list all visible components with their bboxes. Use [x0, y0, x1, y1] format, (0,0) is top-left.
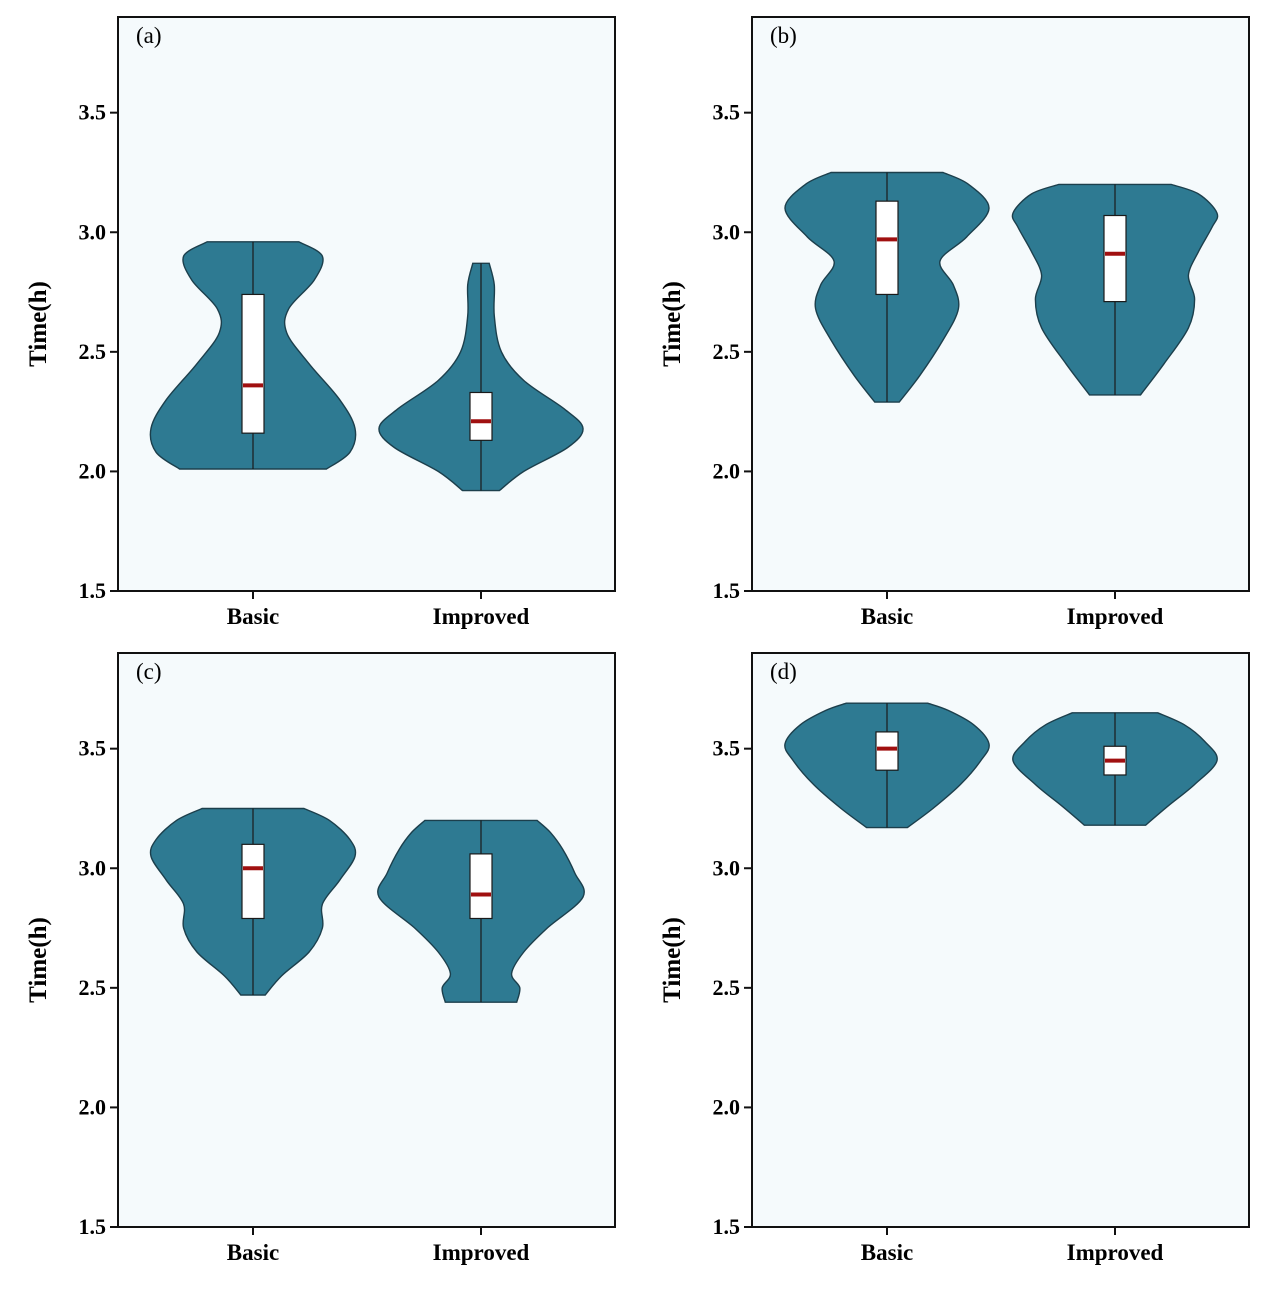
- panel-label: (d): [770, 659, 797, 684]
- iqr-box-improved: [1103, 214, 1127, 303]
- y-tick-label: 1.5: [79, 1214, 107, 1239]
- y-tick-label: 2.5: [79, 339, 107, 364]
- y-tick-label: 1.5: [79, 578, 107, 603]
- y-tick-label: 3.5: [79, 736, 107, 761]
- y-tick-label: 3.0: [79, 855, 107, 880]
- panel-b: 1.5 2.0 2.5 3.0 3.5 Basic Improved Time(h) (b): [659, 16, 1250, 629]
- y-tick-label: 3.5: [713, 736, 741, 761]
- category-label-basic: Basic: [227, 604, 279, 629]
- y-tick-label: 3.5: [713, 100, 741, 125]
- y-tick-label: 2.5: [79, 975, 107, 1000]
- y-tick-label: 2.0: [713, 458, 741, 483]
- y-axis-label: Time(h): [25, 917, 52, 1003]
- y-tick-label: 3.0: [713, 855, 741, 880]
- y-tick-label: 1.5: [713, 578, 741, 603]
- y-tick-label: 2.5: [713, 975, 741, 1000]
- iqr-box-basic: [875, 200, 899, 296]
- y-tick-label: 2.0: [713, 1094, 741, 1119]
- category-label-improved: Improved: [433, 604, 530, 629]
- y-axis-label: Time(h): [659, 917, 686, 1003]
- iqr-box-improved: [469, 853, 493, 920]
- iqr-box-basic: [241, 293, 265, 434]
- y-tick-label: 2.0: [79, 1094, 107, 1119]
- y-tick-label: 3.0: [713, 219, 741, 244]
- y-tick-label: 3.0: [79, 219, 107, 244]
- panel-a: 1.5 2.0 2.5 3.0 3.5 Basic Improved Time(h) (a): [25, 16, 616, 629]
- plot-frame: [751, 16, 1250, 592]
- panel-d: 1.5 2.0 2.5 3.0 3.5 Basic Improved Time(h) (d): [659, 652, 1250, 1265]
- iqr-box-basic: [875, 731, 899, 771]
- panel-label: (a): [136, 23, 162, 48]
- plot-frame: [117, 16, 616, 592]
- y-tick-label: 2.0: [79, 458, 107, 483]
- panel-c: 1.5 2.0 2.5 3.0 3.5 Basic Improved Time(h) (c): [25, 652, 616, 1265]
- y-axis-label: Time(h): [659, 281, 686, 367]
- panel-label: (b): [770, 23, 797, 48]
- category-label-basic: Basic: [861, 604, 913, 629]
- y-tick-label: 3.5: [79, 100, 107, 125]
- y-axis-label: Time(h): [25, 281, 52, 367]
- category-label-improved: Improved: [1067, 1240, 1164, 1265]
- category-label-basic: Basic: [227, 1240, 279, 1265]
- category-label-improved: Improved: [433, 1240, 530, 1265]
- panel-label: (c): [136, 659, 162, 684]
- category-label-improved: Improved: [1067, 604, 1164, 629]
- plot-frame: [117, 652, 616, 1228]
- y-tick-label: 1.5: [713, 1214, 741, 1239]
- plot-background: [118, 17, 615, 591]
- plot-frame: [751, 652, 1250, 1228]
- y-tick-label: 2.5: [713, 339, 741, 364]
- iqr-box-improved: [469, 391, 493, 441]
- category-label-basic: Basic: [861, 1240, 913, 1265]
- iqr-box-basic: [241, 843, 265, 920]
